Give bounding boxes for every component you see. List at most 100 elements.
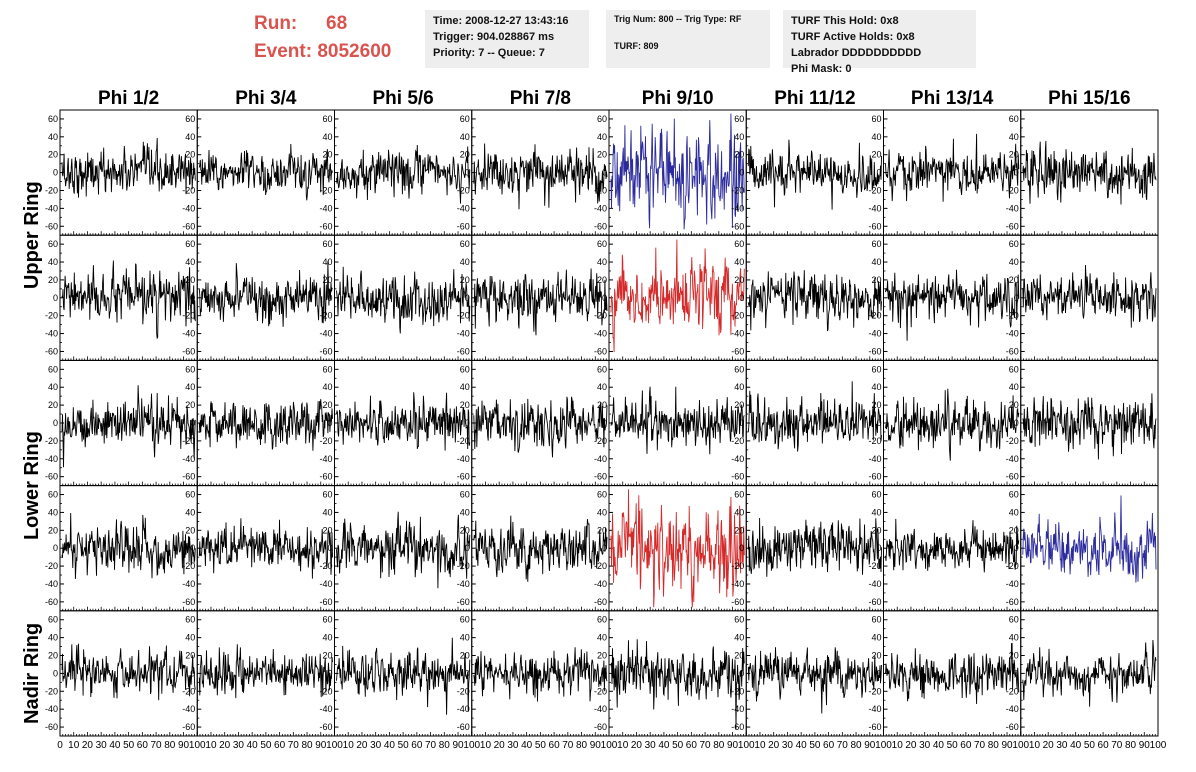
y-tick-label: -20 [182, 311, 195, 321]
waveform-trace [473, 515, 608, 582]
y-tick-label: -20 [457, 561, 470, 571]
y-tick-label: 20 [734, 525, 744, 535]
y-tick-label: -60 [319, 472, 332, 482]
x-tick-label: 40 [1070, 740, 1082, 751]
y-tick-label: -40 [182, 454, 195, 464]
y-tick-label: 40 [1009, 132, 1019, 142]
waveform-trace [61, 137, 196, 198]
y-tick-label: 0 [739, 418, 744, 428]
x-tick-label: 40 [521, 740, 533, 751]
trigger-info-box: Trig Num: 800 -- Trig Type: RF TURF: 809 [606, 10, 770, 68]
y-tick-label: 40 [322, 633, 332, 643]
waveform-trace [473, 647, 608, 702]
y-tick-label: 0 [465, 293, 470, 303]
y-tick-label: -40 [182, 579, 195, 589]
waveform-trace [747, 139, 882, 210]
x-tick-label: 40 [658, 740, 670, 751]
y-tick-label: 20 [460, 400, 470, 410]
y-tick-label: -20 [594, 686, 607, 696]
turf-info-box: TURF This Hold: 0x8 TURF Active Holds: 0… [783, 10, 976, 75]
y-tick-label: 0 [327, 418, 332, 428]
y-tick-label: -20 [319, 686, 332, 696]
y-tick-label: 0 [53, 293, 58, 303]
x-tick-label: 90 [452, 740, 464, 751]
y-tick-label: -60 [182, 346, 195, 356]
turf-active-line: TURF Active Holds: 0x8 [791, 31, 915, 43]
x-tick-label: 60 [137, 740, 149, 751]
waveform-panel: -60 -40 -20 0 20 40 60 [45, 234, 198, 361]
waveform-panel: -60 -40 -20 0 20 40 60 [319, 485, 473, 612]
waveform-panel: -60 -40 -20 0 20 40 60 [45, 359, 198, 487]
y-tick-label: 40 [597, 507, 607, 517]
y-tick-label: -40 [182, 704, 195, 714]
waveform-panel: -60 -40 -20 0 20 40 60 [457, 610, 610, 737]
time-line: Time: 2008-12-27 13:43:16 [433, 15, 569, 27]
x-tick-label: 10 [205, 740, 217, 751]
waveform-panel: -60 -40 -20 0 20 40 60 [594, 359, 747, 487]
x-tick-label: 40 [384, 740, 396, 751]
waveform-panel: -60 -40 -20 0 20 40 60 [45, 109, 198, 236]
y-tick-label: 60 [597, 490, 607, 500]
y-tick-label: -60 [182, 722, 195, 732]
x-tick-label: 50 [398, 740, 410, 751]
y-tick-label: 40 [48, 382, 58, 392]
turf-hold-line: TURF This Hold: 0x8 [791, 15, 899, 27]
x-tick-label: 100 [1012, 740, 1029, 751]
y-tick-label: 60 [871, 364, 881, 374]
x-tick-label: 90 [178, 740, 190, 751]
y-tick-label: -40 [182, 203, 195, 213]
y-tick-label: -20 [868, 686, 881, 696]
waveform-trace [198, 644, 333, 699]
y-tick-label: 40 [1009, 382, 1019, 392]
column-header-phi: Phi 11/12 [774, 88, 855, 109]
y-tick-label: -20 [182, 436, 195, 446]
x-tick-label: 90 [727, 740, 739, 751]
run-event-header: Run: 68 Event: 8052600 [254, 10, 391, 66]
waveform-trace [336, 511, 471, 589]
y-tick-label: -20 [731, 686, 744, 696]
y-tick-label: 60 [871, 239, 881, 249]
x-tick-label: 10 [343, 740, 355, 751]
waveform-panel: -60 -40 -20 0 20 40 60 [868, 234, 1022, 361]
y-tick-label: -20 [45, 686, 58, 696]
y-tick-label: 20 [322, 400, 332, 410]
y-tick-label: -40 [45, 704, 58, 714]
x-tick-label: 60 [1098, 740, 1110, 751]
y-tick-label: 0 [53, 668, 58, 678]
y-tick-label: 60 [322, 490, 332, 500]
waveform-panel: -60 -40 -20 0 20 40 60 [1006, 234, 1159, 361]
y-tick-label: 20 [322, 651, 332, 661]
y-tick-label: 60 [460, 615, 470, 625]
y-tick-label: 0 [465, 668, 470, 678]
y-tick-label: -40 [1006, 329, 1019, 339]
y-tick-label: 60 [460, 364, 470, 374]
y-tick-label: -40 [731, 704, 744, 714]
y-tick-label: -40 [457, 579, 470, 589]
x-tick-label: 80 [439, 740, 451, 751]
y-tick-label: -40 [319, 203, 332, 213]
y-tick-label: 60 [460, 239, 470, 249]
y-tick-label: -20 [319, 185, 332, 195]
waveform-trace [473, 268, 608, 336]
y-tick-label: 40 [185, 633, 195, 643]
x-tick-label: 30 [645, 740, 657, 751]
y-tick-label: -60 [868, 346, 881, 356]
waveform-panel: -60 -40 -20 0 20 40 60 [731, 610, 884, 737]
column-header-phi: Phi 3/4 [235, 88, 297, 109]
y-tick-label: -20 [731, 311, 744, 321]
y-tick-label: 20 [322, 275, 332, 285]
y-tick-label: 20 [871, 525, 881, 535]
y-tick-label: -40 [319, 329, 332, 339]
y-tick-label: 20 [871, 150, 881, 160]
y-tick-label: 40 [1009, 507, 1019, 517]
x-tick-label: 20 [631, 740, 643, 751]
y-tick-label: -20 [1006, 311, 1019, 321]
y-tick-label: 0 [190, 293, 195, 303]
y-tick-label: 60 [322, 114, 332, 124]
y-tick-label: 0 [739, 293, 744, 303]
y-tick-label: 0 [602, 168, 607, 178]
y-tick-label: -40 [731, 579, 744, 589]
x-tick-label: 80 [301, 740, 313, 751]
y-tick-label: 60 [871, 490, 881, 500]
y-tick-label: -40 [868, 329, 881, 339]
